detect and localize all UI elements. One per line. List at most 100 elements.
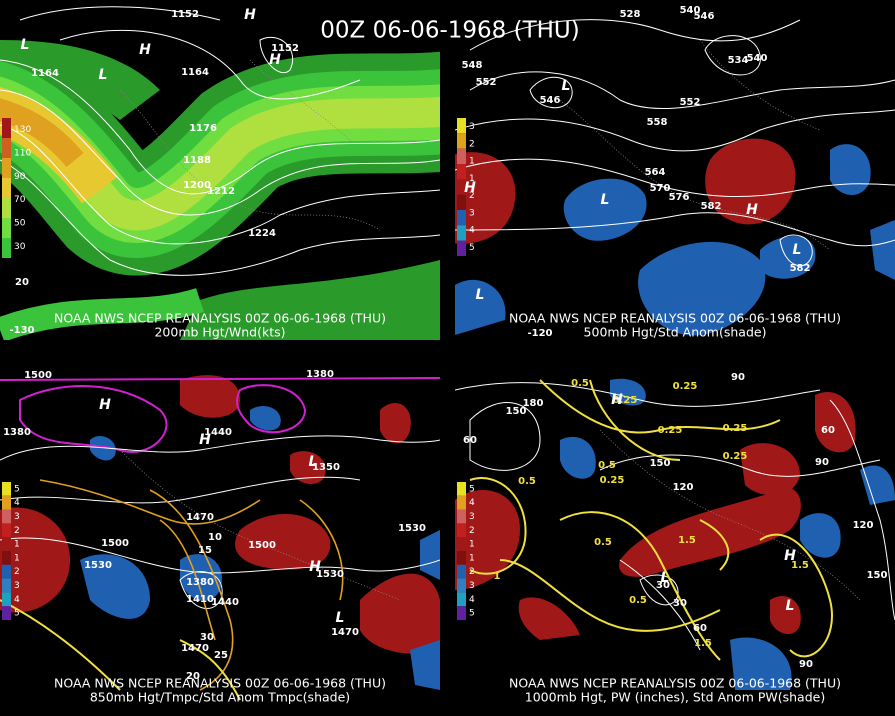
legend-label: 3 [14, 512, 20, 522]
contour-label: 564 [645, 167, 666, 178]
contour-label: 1500 [101, 538, 129, 549]
legend-label: 5 [14, 484, 20, 494]
legend-label: 1 [469, 553, 475, 563]
pressure-center: L [786, 598, 795, 614]
legend-label: 4 [14, 595, 20, 605]
contour-label: 120 [853, 520, 874, 531]
contour-label: 558 [647, 117, 668, 128]
pressure-center: H [199, 432, 211, 448]
contour-label: 1.5 [694, 638, 712, 649]
panel-caption: 500mb Hgt/Std Anom(shade) [584, 325, 767, 340]
contour-label: 20 [186, 671, 200, 682]
legend-swatch [457, 564, 466, 579]
contour-label: 582 [701, 201, 722, 212]
contour-label: 1.5 [791, 560, 809, 571]
legend-swatch [457, 210, 466, 226]
contour-label: 1224 [248, 228, 276, 239]
contour-label: 60 [463, 435, 477, 446]
contour-label: 570 [650, 183, 671, 194]
contour-label: 20 [15, 277, 29, 288]
panel-850mb [0, 370, 440, 705]
contour-label: 552 [680, 97, 701, 108]
panel-source: NOAA NWS NCEP REANALYSIS 00Z 06-06-1968 … [54, 311, 386, 326]
contour-label: 10 [208, 532, 222, 543]
pressure-center: H [244, 7, 256, 23]
panel-caption: 1000mb Hgt, PW (inches), Std Anom PW(sha… [525, 690, 825, 705]
contour-label: 25 [214, 650, 228, 661]
legend-swatch [457, 509, 466, 524]
panel-source: NOAA NWS NCEP REANALYSIS 00Z 06-06-1968 … [509, 676, 841, 691]
contour-label: 0.25 [658, 425, 683, 436]
contour-label: 60 [821, 425, 835, 436]
contour-label: 1530 [398, 523, 426, 534]
contour-label: 0.25 [673, 381, 698, 392]
legend-label: 5 [469, 484, 475, 494]
legend-label: 70 [14, 195, 26, 205]
contour-label: 1500 [248, 540, 276, 551]
contour-label: 548 [462, 60, 483, 71]
panel-200mb [0, 0, 440, 340]
contour-label: 0.5 [629, 595, 647, 606]
legend-label: 2 [469, 526, 475, 536]
legend-swatch [457, 194, 466, 210]
contour-label: 582 [790, 263, 811, 274]
contour-label: 60 [693, 623, 707, 634]
contour-label: 0.25 [723, 423, 748, 434]
legend-label: 1 [469, 540, 475, 550]
panel-source: NOAA NWS NCEP REANALYSIS 00Z 06-06-1968 … [509, 311, 841, 326]
legend-swatch [457, 179, 466, 195]
legend-label: 2 [469, 191, 475, 201]
contour-label: 150 [506, 406, 527, 417]
contour-label: 90 [731, 372, 745, 383]
panel-caption: 200mb Hgt/Wnd(kts) [154, 325, 285, 340]
contour-label: -130 [9, 325, 34, 336]
legend-label: 110 [14, 149, 31, 159]
pressure-center: L [601, 192, 610, 208]
pressure-center: L [99, 67, 108, 83]
contour-label: 1.5 [678, 535, 696, 546]
legend-swatch [457, 225, 466, 241]
legend-swatch [457, 240, 466, 256]
contour-label: 120 [673, 482, 694, 493]
legend-label: 130 [14, 125, 31, 135]
legend-label: 1 [14, 540, 20, 550]
contour-label: 0.5 [518, 476, 536, 487]
legend-label: 3 [469, 208, 475, 218]
contour-label: 540 [680, 5, 701, 16]
legend-swatch [457, 592, 466, 607]
pressure-center: L [661, 570, 670, 586]
legend-swatch [2, 218, 11, 238]
contour-label: 1470 [181, 643, 209, 654]
legend-swatch [2, 482, 11, 496]
contour-label: 1500 [24, 370, 52, 381]
contour-label: 1530 [84, 560, 112, 571]
panel-500mb [455, 0, 895, 340]
contour-label: 1380 [306, 369, 334, 380]
contour-label: 30 [656, 580, 670, 591]
contour-label: 1176 [189, 123, 217, 134]
pressure-center: L [309, 454, 318, 470]
legend-label: 3 [469, 122, 475, 132]
contour-label: 528 [620, 9, 641, 20]
legend-label: 90 [14, 172, 26, 182]
legend-label: 3 [469, 512, 475, 522]
contour-label: 1164 [31, 68, 59, 79]
contour-label: 30 [673, 598, 687, 609]
legend-label: 4 [14, 498, 20, 508]
contour-label: 1440 [204, 427, 232, 438]
legend-label: 2 [469, 139, 475, 149]
main-title: 00Z 06-06-1968 (THU) [320, 18, 579, 44]
legend-swatch [457, 578, 466, 593]
pressure-center: H [611, 392, 623, 408]
legend-label: 1 [469, 157, 475, 167]
contour-label: 0.25 [600, 475, 625, 486]
legend-label: 3 [469, 581, 475, 591]
legend-swatch [2, 158, 11, 178]
contour-label: 540 [747, 53, 768, 64]
contour-label: 1350 [312, 462, 340, 473]
pressure-center: H [309, 559, 321, 575]
contour-label: 552 [476, 77, 497, 88]
pressure-center: L [793, 242, 802, 258]
contour-label: 1410 [186, 594, 214, 605]
pressure-center: L [562, 78, 571, 94]
